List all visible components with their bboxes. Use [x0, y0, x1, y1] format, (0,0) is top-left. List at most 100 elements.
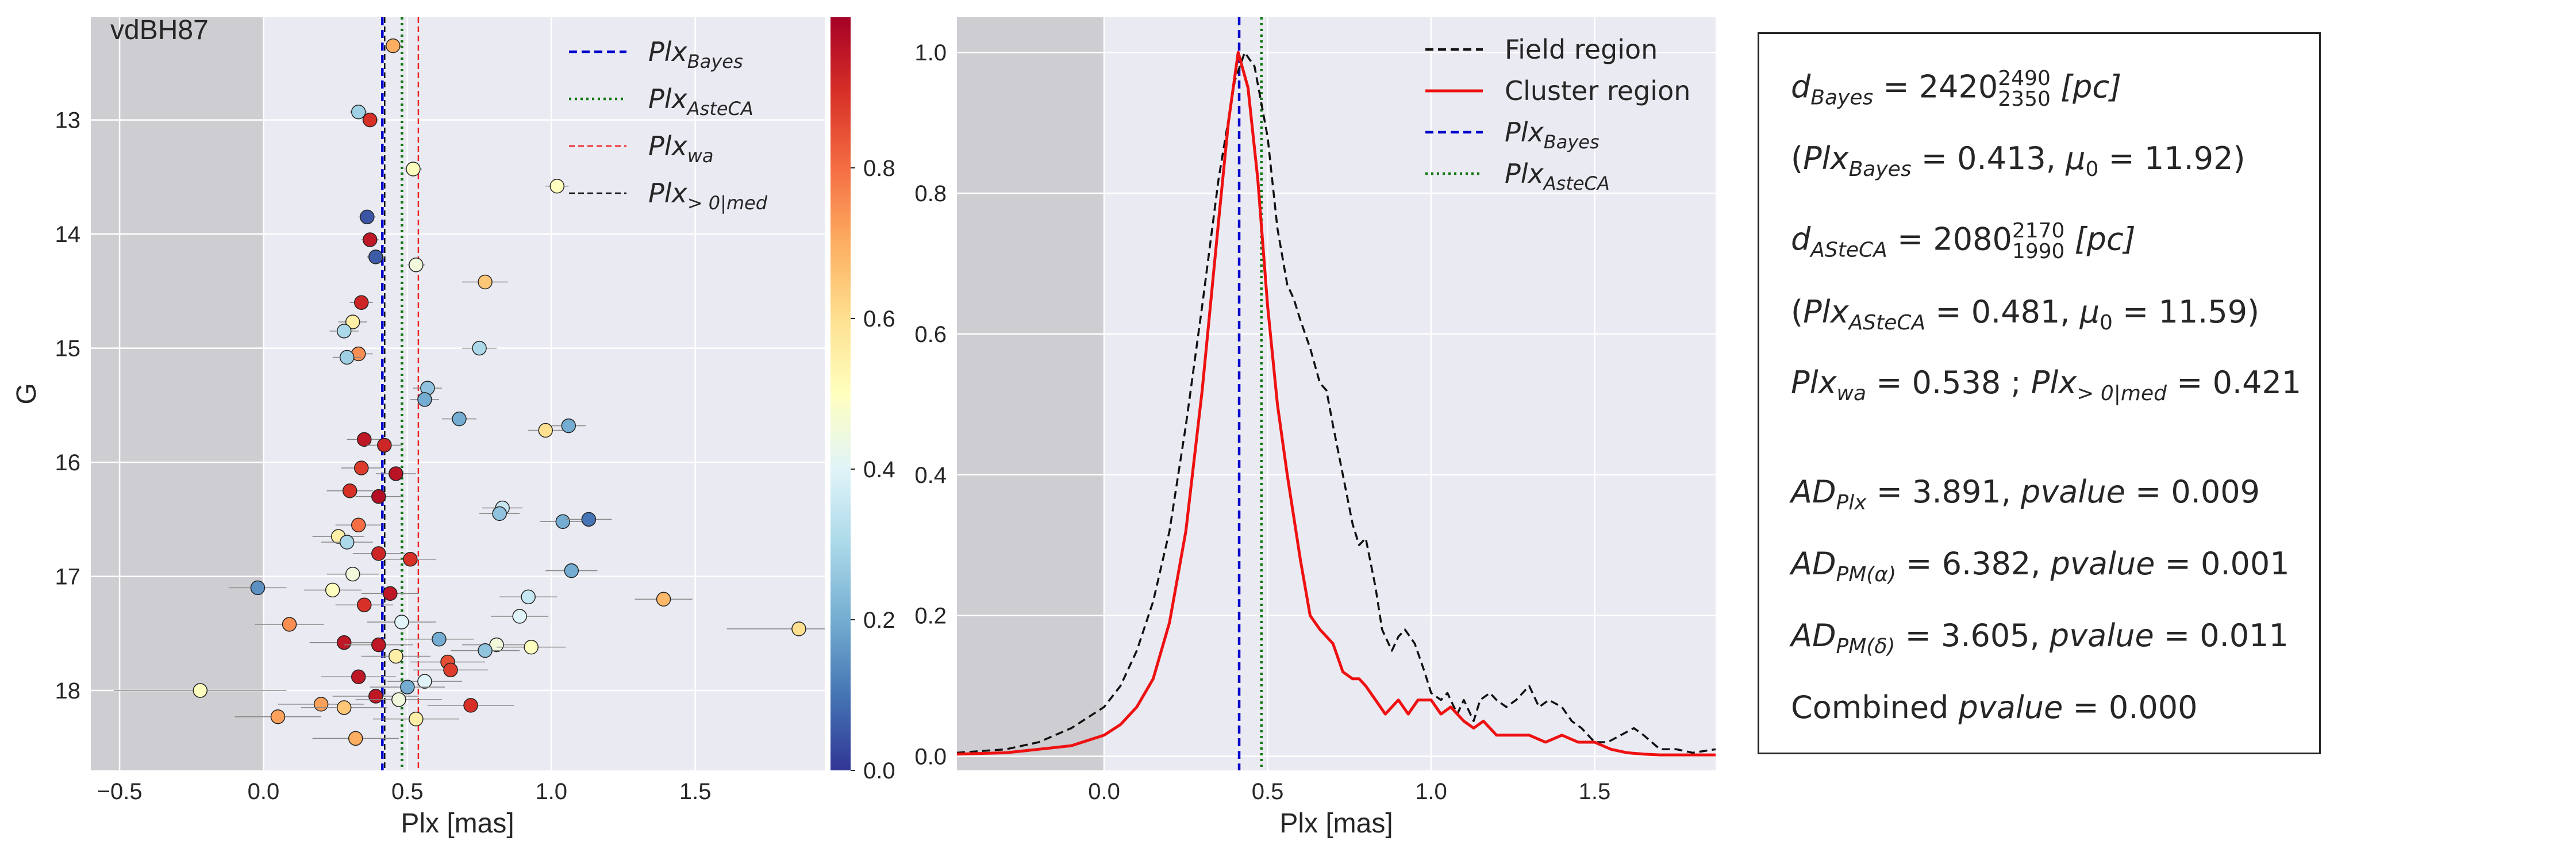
point-marker: [351, 104, 366, 120]
panel1-legend-label: PlxAsteCA: [648, 83, 753, 120]
parallax-cmd-panel: −0.5 0.0 0.5 1.0 1.5 13 14 15 16 17 18 vdBH87 Plx…: [11, 15, 825, 839]
data-point: [355, 489, 402, 504]
colorbar-tick-label: 0.4: [863, 457, 895, 482]
point-marker: [371, 637, 386, 653]
point-marker: [193, 683, 208, 698]
colorbar-tick-label: 0.2: [863, 608, 895, 633]
point-marker: [371, 546, 386, 561]
point-marker: [521, 589, 536, 605]
data-point: [338, 314, 367, 329]
point-marker: [371, 489, 386, 504]
data-point: [545, 179, 569, 194]
data-point: [726, 621, 825, 636]
data-point: [499, 589, 558, 605]
point-marker: [391, 692, 406, 707]
point-marker: [409, 257, 424, 273]
panel2-ytick-label: 0.8: [914, 181, 947, 206]
data-point: [229, 580, 287, 596]
legend-label-main: Plx: [648, 131, 688, 162]
data-point: [540, 514, 586, 529]
point-marker: [389, 466, 403, 481]
point-marker: [549, 179, 565, 194]
panel1-xtick-label: 0.0: [248, 779, 280, 804]
data-point: [361, 232, 379, 247]
point-marker: [368, 689, 383, 704]
panel2-legend-label: Cluster region: [1505, 75, 1690, 106]
legend-label-main: Plx: [1505, 158, 1544, 189]
point-marker: [339, 535, 355, 550]
data-point: [367, 615, 436, 630]
data-point: [497, 639, 566, 655]
panel1-xtick-label: 0.5: [391, 779, 424, 804]
point-marker: [282, 617, 297, 632]
point-marker: [360, 209, 375, 225]
stat-plx-bayes: (PlxBayes = 0.413, μ0 = 11.92): [1791, 140, 2246, 181]
point-marker: [472, 340, 487, 356]
point-marker: [313, 697, 329, 712]
point-marker: [403, 552, 418, 567]
point-marker: [383, 586, 398, 601]
point-marker: [363, 112, 378, 128]
legend-label-main: Plx: [648, 83, 688, 114]
colorbar-tick-label: 0.8: [863, 156, 895, 181]
data-point: [491, 609, 549, 624]
data-point: [635, 592, 693, 607]
point-marker: [417, 674, 432, 689]
point-marker: [377, 437, 392, 453]
point-marker: [581, 512, 597, 527]
data-point: [528, 423, 563, 438]
data-point: [361, 112, 379, 128]
panel1-xtick-label: 1.0: [535, 779, 567, 804]
data-point: [370, 680, 445, 694]
legend-label-sub: AsteCA: [1543, 172, 1610, 194]
data-point: [367, 250, 385, 264]
legend-label-sub: Bayes: [1544, 131, 1600, 153]
point-marker: [791, 621, 806, 636]
point-marker: [538, 423, 553, 438]
data-point: [479, 506, 520, 521]
panel2-xtick-label: 1.5: [1579, 779, 1611, 804]
panel2-legend-label: PlxBayes: [1505, 117, 1600, 153]
point-marker: [356, 597, 372, 612]
data-point: [375, 466, 416, 481]
data-point: [413, 662, 489, 678]
data-point: [332, 350, 362, 365]
data-point: [326, 483, 373, 498]
data-point: [321, 535, 373, 550]
point-marker: [656, 592, 671, 607]
point-marker: [443, 662, 458, 678]
data-point: [462, 637, 532, 653]
panel1-ytick-label: 14: [55, 222, 81, 247]
stat-plx-asteca: (PlxASteCA = 0.481, μ0 = 11.59): [1791, 294, 2260, 335]
data-point: [309, 635, 379, 650]
point-marker: [489, 637, 504, 653]
data-point: [349, 295, 373, 310]
panel2-shaded-region: [957, 17, 1105, 770]
data-point: [404, 162, 422, 176]
point-marker: [336, 635, 352, 650]
data-point: [450, 643, 520, 658]
panel1-xtick-label: 1.5: [679, 779, 712, 804]
cluster-region-line: [957, 51, 1716, 757]
data-point: [372, 711, 460, 727]
panel2-ytick-label: 1.0: [914, 40, 947, 66]
panel1-legend-label: Plxwa: [648, 131, 714, 167]
point-marker: [336, 324, 352, 339]
point-marker: [394, 615, 409, 630]
point-marker: [353, 460, 369, 475]
panel2-legend-label: PlxAsteCA: [1505, 158, 1610, 194]
panel1-ytick-label: 17: [55, 565, 81, 590]
point-marker: [400, 680, 415, 694]
data-point: [384, 552, 436, 567]
statistics-box: dBayes = 2420 2490 2350 [pc] (PlxBayes = 0…: [1758, 32, 2321, 754]
legend-label-sub: > 0|med: [687, 192, 768, 214]
point-marker: [386, 38, 401, 53]
panel1-legend-label: Plx> 0|med: [648, 178, 768, 214]
legend-label-sub: AsteCA: [686, 98, 753, 120]
stat-combined: Combined pvalue = 0.000: [1791, 689, 2198, 726]
point-marker: [325, 582, 340, 598]
point-marker: [351, 517, 366, 533]
